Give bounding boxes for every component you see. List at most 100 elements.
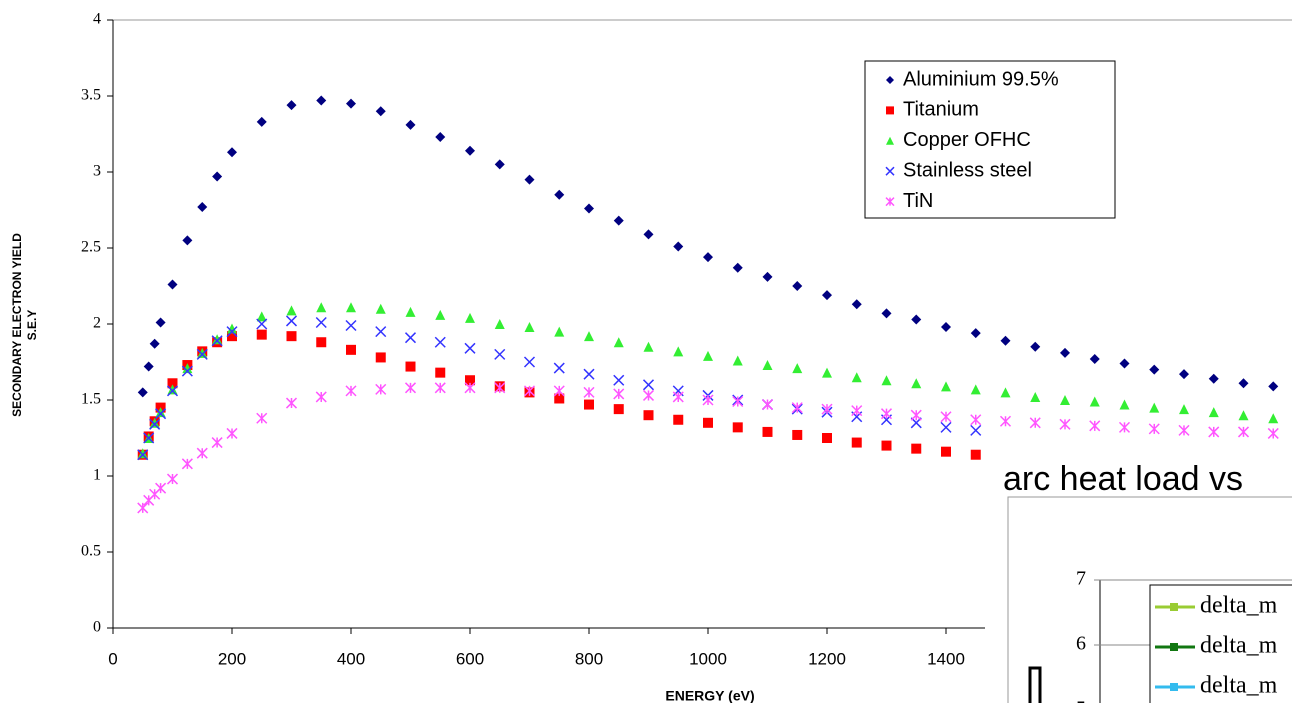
marker: [434, 336, 446, 348]
marker: [1267, 427, 1279, 439]
marker: [732, 395, 744, 408]
marker: [791, 402, 803, 414]
marker: [286, 305, 297, 316]
marker: [523, 356, 536, 368]
marker: [970, 414, 982, 426]
y-tick-label: 3: [93, 163, 101, 180]
marker: [1179, 404, 1189, 415]
marker: [149, 418, 161, 430]
marker: [435, 309, 446, 320]
marker: [1237, 426, 1250, 438]
marker: [465, 312, 475, 323]
marker: [672, 391, 684, 403]
marker: [703, 417, 713, 428]
marker: [554, 189, 565, 200]
legend-marker: [1170, 603, 1178, 611]
marker: [554, 393, 565, 404]
marker: [182, 363, 193, 374]
marker: [911, 443, 922, 454]
marker: [346, 344, 356, 355]
marker: [1238, 378, 1249, 389]
marker: [880, 408, 893, 420]
marker: [1030, 341, 1041, 352]
y-axis-label: S.E.Y: [25, 310, 39, 341]
marker: [1238, 410, 1249, 421]
marker: [256, 329, 267, 340]
marker: [553, 362, 565, 374]
marker: [613, 388, 625, 400]
marker: [181, 365, 193, 377]
marker: [256, 318, 268, 330]
marker: [885, 166, 895, 176]
marker: [941, 322, 951, 333]
marker: [227, 147, 237, 158]
marker: [1060, 347, 1070, 358]
marker: [345, 319, 357, 332]
marker: [166, 473, 179, 485]
marker: [143, 361, 154, 372]
marker: [211, 335, 223, 347]
legend-label: Copper OFHC: [903, 129, 1031, 151]
x-axis-label: ENERGY (eV): [665, 688, 754, 703]
marker: [1060, 395, 1070, 405]
marker: [911, 314, 922, 325]
x-tick-label: 1000: [689, 649, 727, 668]
marker: [155, 317, 166, 328]
marker: [885, 197, 895, 207]
marker: [197, 201, 208, 212]
marker: [375, 303, 386, 314]
x-tick-label: 200: [218, 649, 246, 668]
inset-y-tick-label: 7: [1076, 568, 1086, 590]
marker: [583, 386, 595, 398]
marker: [762, 360, 773, 371]
y-tick-label: 1.5: [81, 391, 101, 408]
marker: [970, 449, 981, 460]
marker: [1148, 423, 1160, 435]
marker: [792, 281, 803, 291]
marker: [970, 384, 981, 395]
marker: [940, 421, 952, 433]
marker: [584, 399, 594, 410]
marker: [167, 279, 178, 290]
marker: [1268, 381, 1279, 392]
marker: [404, 382, 417, 394]
legend-marker: [1170, 683, 1178, 691]
marker: [1029, 417, 1041, 429]
marker: [1208, 373, 1219, 384]
marker: [405, 306, 416, 317]
marker: [886, 76, 894, 84]
marker: [167, 378, 178, 389]
x-tick-label: 1200: [808, 649, 846, 668]
marker: [435, 132, 446, 143]
marker: [155, 482, 167, 494]
marker: [762, 426, 773, 437]
marker: [182, 235, 193, 246]
marker: [227, 323, 237, 334]
marker: [642, 389, 655, 401]
marker: [143, 432, 155, 444]
marker: [227, 331, 237, 342]
marker: [1149, 364, 1160, 375]
marker: [155, 407, 166, 418]
legend-box: [864, 60, 1116, 219]
legend-label: Stainless steel: [903, 159, 1032, 181]
marker: [524, 174, 535, 185]
marker: [910, 409, 922, 421]
legend-label: Aluminium 99.5%: [903, 68, 1059, 90]
marker: [1119, 358, 1130, 369]
marker: [941, 446, 951, 457]
marker: [404, 332, 417, 344]
x-tick-label: 600: [456, 649, 484, 668]
marker: [673, 414, 684, 425]
marker: [999, 415, 1012, 427]
marker: [613, 404, 624, 415]
marker: [256, 412, 268, 424]
marker: [554, 326, 565, 337]
marker: [822, 367, 832, 378]
marker: [613, 374, 625, 386]
marker: [1208, 426, 1220, 438]
y-tick-label: 0.5: [81, 543, 101, 560]
marker: [851, 299, 862, 310]
marker: [375, 383, 387, 395]
